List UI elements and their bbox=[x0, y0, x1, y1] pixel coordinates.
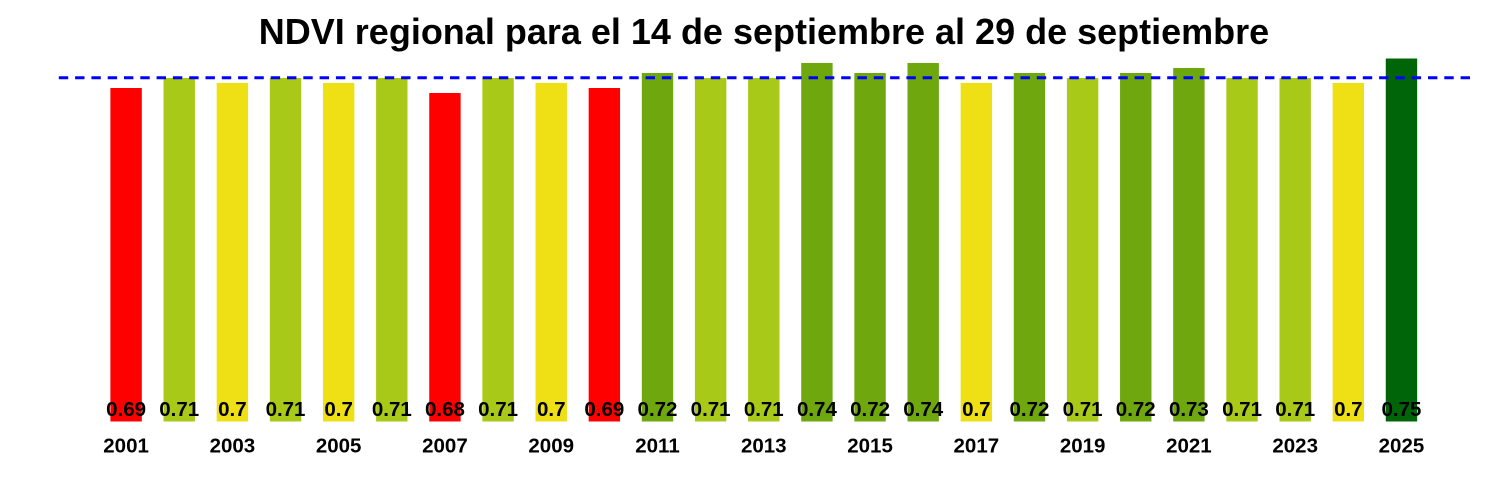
svg-text:0.72: 0.72 bbox=[850, 398, 890, 421]
svg-text:0.7: 0.7 bbox=[537, 398, 566, 421]
svg-text:2023: 2023 bbox=[1272, 434, 1318, 457]
svg-text:0.71: 0.71 bbox=[691, 398, 731, 421]
svg-text:2019: 2019 bbox=[1060, 434, 1106, 457]
svg-text:NDVI regional para el 14 de se: NDVI regional para el 14 de septiembre a… bbox=[259, 11, 1269, 52]
svg-text:0.71: 0.71 bbox=[372, 398, 412, 421]
svg-text:0.71: 0.71 bbox=[1222, 398, 1262, 421]
svg-text:2021: 2021 bbox=[1166, 434, 1212, 457]
svg-text:0.7: 0.7 bbox=[962, 398, 991, 421]
svg-text:0.71: 0.71 bbox=[266, 398, 306, 421]
svg-text:0.71: 0.71 bbox=[478, 398, 518, 421]
svg-text:2013: 2013 bbox=[741, 434, 787, 457]
svg-text:0.74: 0.74 bbox=[797, 398, 837, 421]
svg-text:2025: 2025 bbox=[1379, 434, 1425, 457]
svg-text:0.71: 0.71 bbox=[1275, 398, 1315, 421]
svg-text:2009: 2009 bbox=[528, 434, 574, 457]
svg-text:2017: 2017 bbox=[954, 434, 1000, 457]
svg-text:0.71: 0.71 bbox=[744, 398, 784, 421]
svg-text:0.72: 0.72 bbox=[638, 398, 678, 421]
svg-text:0.7: 0.7 bbox=[1334, 398, 1363, 421]
svg-text:0.68: 0.68 bbox=[425, 398, 465, 421]
svg-text:0.7: 0.7 bbox=[324, 398, 353, 421]
svg-text:0.75: 0.75 bbox=[1382, 398, 1422, 421]
svg-text:0.71: 0.71 bbox=[159, 398, 199, 421]
svg-text:2001: 2001 bbox=[103, 434, 149, 457]
svg-text:2005: 2005 bbox=[316, 434, 362, 457]
svg-text:0.72: 0.72 bbox=[1010, 398, 1050, 421]
svg-text:0.71: 0.71 bbox=[1063, 398, 1103, 421]
svg-text:0.74: 0.74 bbox=[903, 398, 943, 421]
svg-text:2007: 2007 bbox=[422, 434, 468, 457]
svg-text:2015: 2015 bbox=[847, 434, 893, 457]
svg-text:0.72: 0.72 bbox=[1116, 398, 1156, 421]
svg-text:0.69: 0.69 bbox=[106, 398, 146, 421]
svg-text:0.73: 0.73 bbox=[1169, 398, 1209, 421]
svg-text:0.7: 0.7 bbox=[218, 398, 247, 421]
svg-text:2011: 2011 bbox=[635, 434, 679, 457]
svg-text:2003: 2003 bbox=[210, 434, 256, 457]
svg-text:0.69: 0.69 bbox=[584, 398, 624, 421]
